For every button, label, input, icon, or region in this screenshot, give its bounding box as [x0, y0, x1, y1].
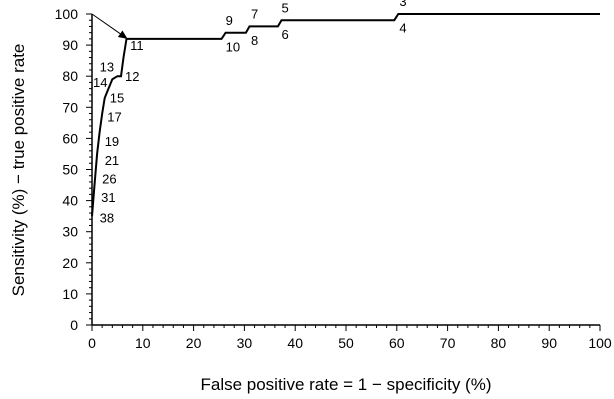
y-tick-label: 90	[62, 37, 78, 53]
x-tick-label: 10	[135, 335, 151, 351]
point-label: 13	[100, 60, 114, 75]
point-label: 12	[125, 69, 139, 84]
y-tick-label: 10	[62, 286, 78, 302]
y-tick-label: 100	[55, 6, 79, 22]
point-label: 3	[399, 0, 406, 9]
point-label: 7	[251, 7, 258, 22]
point-label: 9	[226, 13, 233, 28]
point-label: 21	[105, 153, 119, 168]
y-tick-label: 20	[62, 255, 78, 271]
y-tick-label: 50	[62, 162, 78, 178]
reference-line	[91, 13, 121, 35]
point-label: 26	[102, 171, 116, 186]
y-tick-label: 30	[62, 224, 78, 240]
x-tick-label: 70	[440, 335, 456, 351]
point-label: 6	[281, 27, 288, 42]
point-label: 38	[100, 210, 114, 225]
y-tick-label: 0	[70, 317, 78, 333]
y-tick-label: 70	[62, 99, 78, 115]
x-tick-label: 0	[88, 335, 96, 351]
point-label: 31	[101, 190, 115, 205]
tick-labels: 0 10 20 30 40 50 60 70 80 90 100 0 10 20 30 40 50 60 70 80 9…	[55, 6, 612, 351]
y-axis-title: Sensitivity (%) − true positive rate	[9, 44, 28, 297]
x-axis-title: False positive rate = 1 − specificity (%…	[200, 375, 491, 394]
y-tick-label: 40	[62, 193, 78, 209]
point-label: 15	[110, 91, 124, 106]
x-tick-label: 30	[237, 335, 253, 351]
point-label: 5	[281, 0, 288, 15]
x-tick-label: 90	[541, 335, 557, 351]
x-tick-label: 80	[491, 335, 507, 351]
x-tick-label: 60	[389, 335, 405, 351]
reference-arrowhead	[117, 30, 128, 39]
point-label: 10	[226, 39, 240, 54]
axes	[91, 14, 600, 326]
point-label: 11	[130, 38, 144, 53]
x-tick-label: 40	[287, 335, 303, 351]
x-tick-label: 20	[186, 335, 202, 351]
y-tick-label: 60	[62, 130, 78, 146]
point-label: 19	[105, 134, 119, 149]
y-tick-label: 80	[62, 68, 78, 84]
x-tick-label: 100	[588, 335, 612, 351]
ticks	[86, 13, 601, 331]
point-label: 4	[399, 21, 406, 36]
point-label: 14	[93, 75, 107, 90]
point-label: 8	[251, 33, 258, 48]
x-tick-label: 50	[338, 335, 354, 351]
roc-curve-line	[91, 13, 600, 217]
point-label: 17	[107, 109, 121, 124]
